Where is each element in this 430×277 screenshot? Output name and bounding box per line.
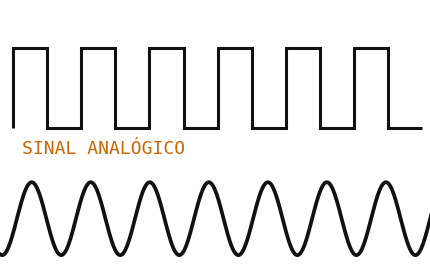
Text: SINAL ANALÓGICO: SINAL ANALÓGICO xyxy=(22,140,184,158)
